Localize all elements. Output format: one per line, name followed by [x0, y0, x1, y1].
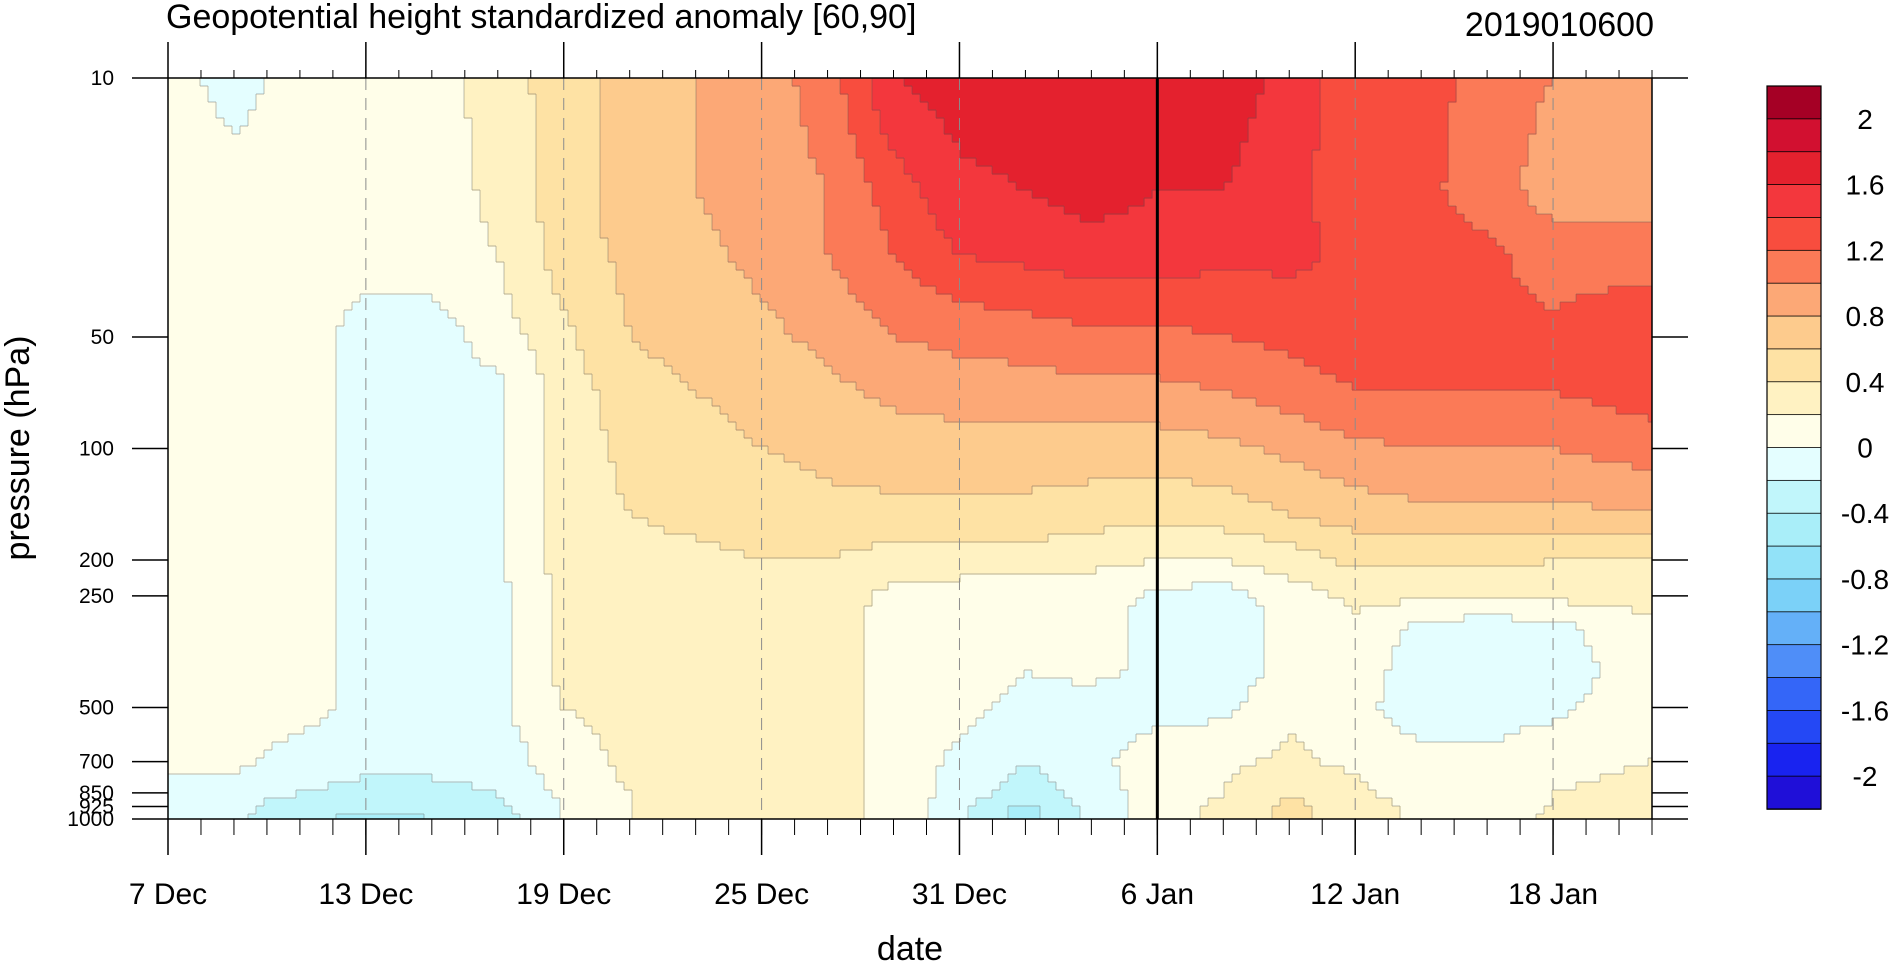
colorbar-swatch — [1766, 775, 1822, 810]
colorbar-swatch — [1766, 282, 1822, 317]
colorbar-swatch — [1766, 85, 1822, 120]
colorbar-swatch — [1766, 742, 1822, 777]
x-tick-label: 19 Dec — [516, 878, 611, 911]
y-tick-label: 850 — [79, 782, 114, 805]
colorbar-swatch — [1766, 315, 1822, 350]
contour-band-13 — [528, 78, 1652, 819]
colorbar-label: -0.8 — [1841, 564, 1889, 595]
y-tick-label: 500 — [79, 696, 114, 719]
x-tick-label: 7 Dec — [129, 878, 207, 911]
colorbar-swatch — [1766, 381, 1822, 416]
colorbar-swatch — [1766, 479, 1822, 515]
contour-lines — [168, 78, 1652, 819]
colorbar-label: -0.4 — [1841, 498, 1889, 529]
y-tick-label: 200 — [79, 549, 114, 572]
x-tick-label: 12 Jan — [1310, 878, 1400, 911]
colorbar-swatch — [1766, 348, 1822, 383]
date-label: 2019010600 — [1465, 6, 1654, 44]
colorbar: 2 1.6 1.2 0.8 0.4 0 -0.4 -0.8 -1.2 -1.6 -2 — [1766, 85, 1889, 810]
x-tick-label: 31 Dec — [912, 878, 1007, 911]
colorbar-swatch — [1766, 611, 1822, 646]
colorbar-swatch — [1766, 677, 1822, 712]
colorbar-swatch — [1766, 151, 1822, 186]
colorbar-swatch — [1766, 447, 1822, 482]
y-tick-label: 925 — [79, 795, 114, 818]
colorbar-swatch — [1766, 578, 1822, 613]
colorbar-label: 0 — [1857, 433, 1873, 464]
contour-band-15 — [696, 78, 1652, 511]
contour-band-14 — [600, 78, 1652, 535]
gridlines — [365, 78, 1554, 819]
contour-band-16 — [792, 78, 1652, 471]
contour-band-9 — [248, 766, 1081, 819]
colorbar-swatch — [1766, 249, 1822, 284]
y-tick-label: 10 — [91, 67, 114, 90]
colorbar-label: 1.2 — [1846, 235, 1885, 266]
contour-band-19 — [904, 78, 1265, 223]
colorbar-swatch — [1766, 414, 1822, 449]
colorbar-frame — [1766, 85, 1822, 810]
y-tick-label: 50 — [91, 326, 114, 349]
colorbar-label: 0.8 — [1846, 301, 1885, 332]
colorbar-label: 0.4 — [1846, 367, 1885, 398]
colorbar-label: 1.6 — [1846, 170, 1885, 201]
colorbar-swatch — [1766, 184, 1822, 219]
x-axis-title: date — [877, 930, 943, 963]
x-tick-label: 25 Dec — [714, 878, 809, 911]
x-tick-label: 13 Dec — [318, 878, 413, 911]
contour-band-8 — [336, 806, 1041, 819]
y-tick-label: 1000 — [67, 808, 114, 831]
colorbar-label: -2 — [1853, 761, 1878, 792]
colorbar-swatch — [1766, 512, 1822, 547]
chart-title: Geopotential height standardized anomaly… — [166, 0, 916, 36]
colorbar-label: 2 — [1857, 104, 1873, 135]
colorbar-swatch — [1766, 545, 1822, 580]
contour-fill — [168, 78, 1652, 819]
y-axis-title: pressure (hPa) — [0, 336, 37, 561]
y-tick-label: 700 — [79, 751, 114, 774]
colorbar-swatch — [1766, 217, 1822, 252]
colorbar-label: -1.2 — [1841, 630, 1889, 661]
colorbar-swatch — [1766, 710, 1822, 745]
plot-area — [168, 78, 1652, 819]
contour-band-18 — [872, 78, 1321, 279]
colorbar-swatch — [1766, 644, 1822, 679]
x-axis: 7 Dec 13 Dec 19 Dec 25 Dec 31 Dec 6 Jan 12 Jan… — [129, 42, 1653, 911]
x-tick-label: 6 Jan — [1121, 878, 1194, 911]
contour-band-11 — [168, 78, 1652, 819]
contour-band-10 — [168, 78, 1601, 819]
contour-line — [168, 78, 1652, 819]
colorbar-label: -1.6 — [1841, 695, 1889, 726]
contour-band-17 — [840, 78, 1652, 423]
x-tick-label: 18 Jan — [1508, 878, 1598, 911]
y-tick-label: 250 — [79, 585, 114, 608]
colorbar-swatch — [1766, 118, 1822, 153]
contour-band-12 — [464, 78, 1652, 819]
y-tick-label: 100 — [79, 438, 114, 461]
